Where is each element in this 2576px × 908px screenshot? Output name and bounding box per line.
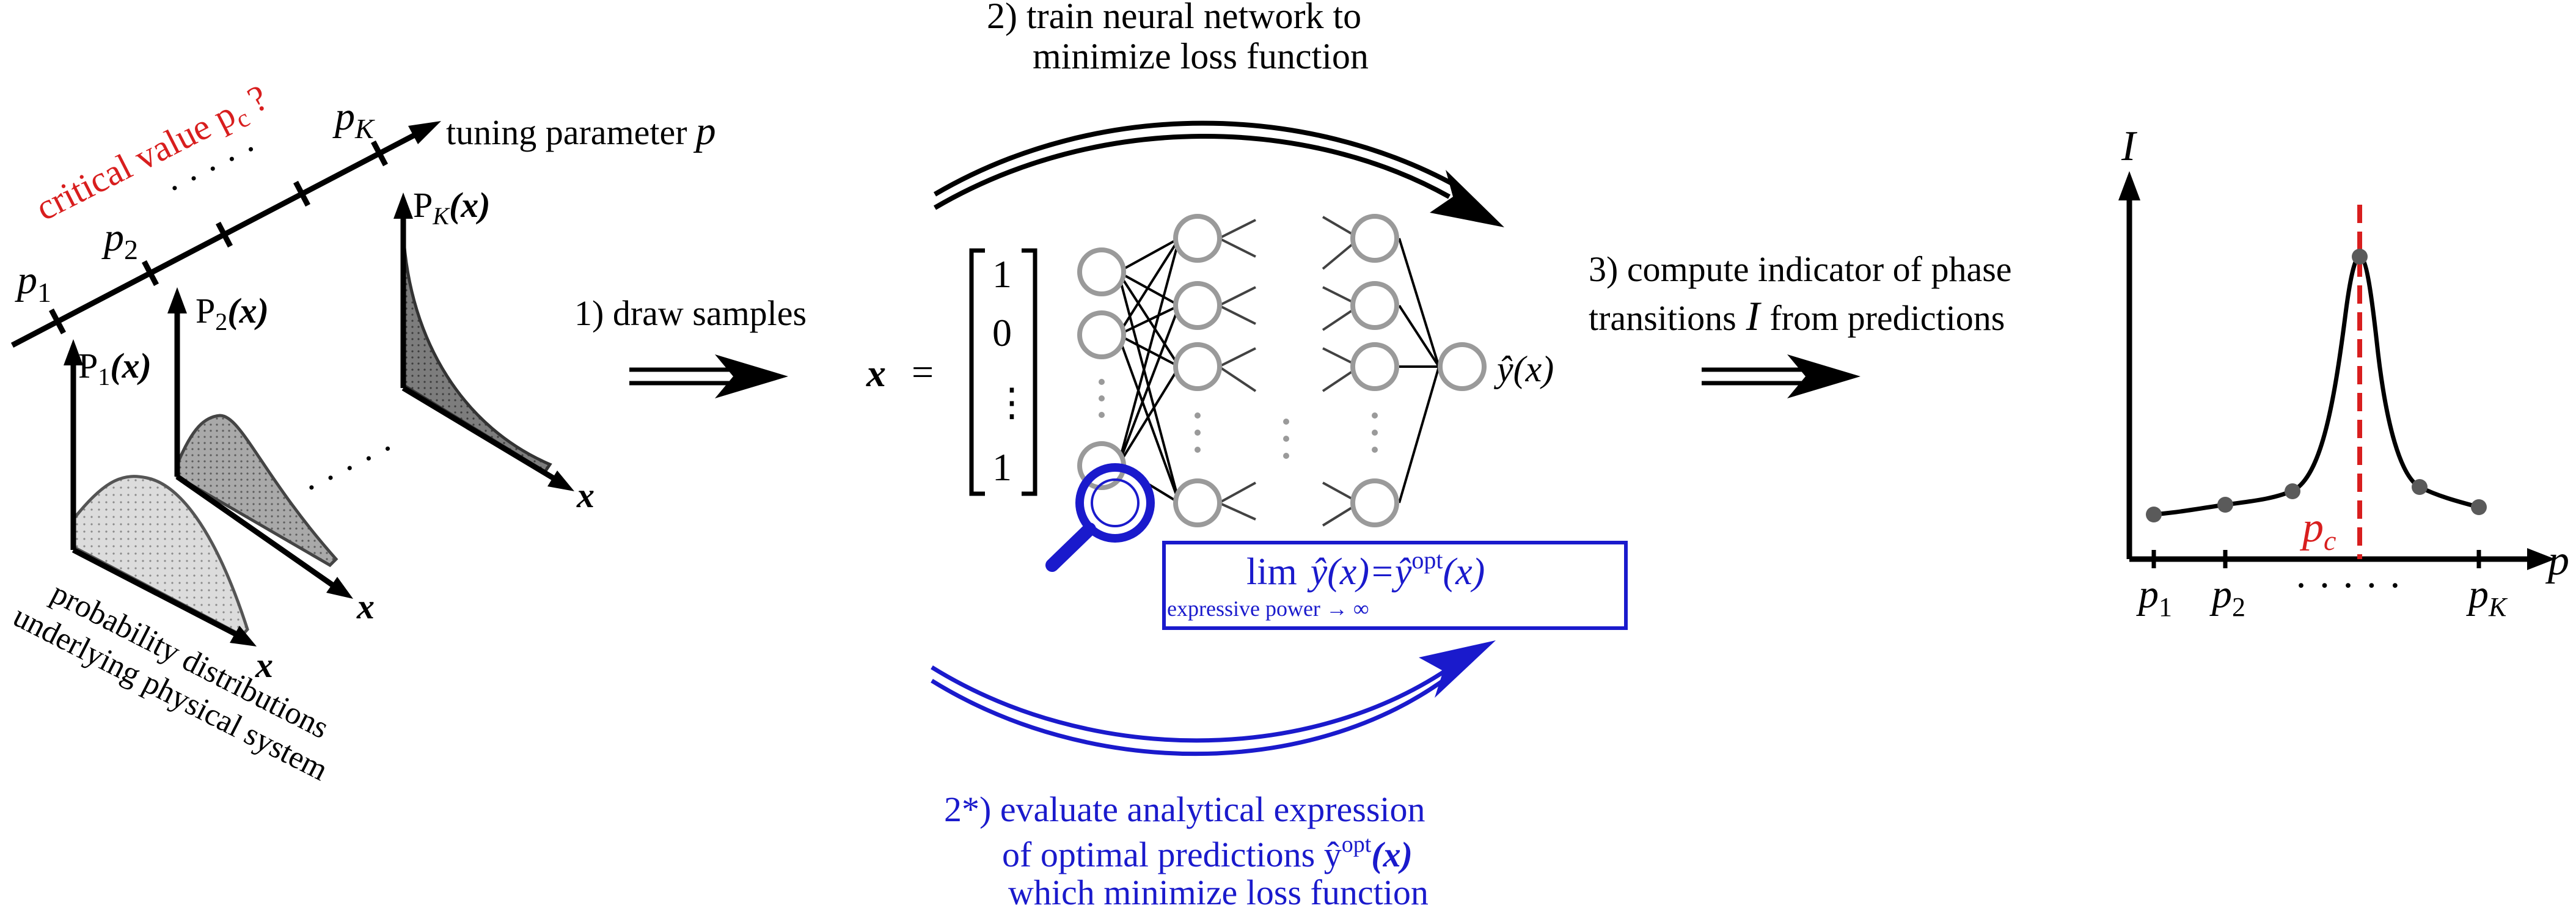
hidden-layer-2: [1350, 214, 1399, 527]
step-1-arrow: [629, 354, 788, 398]
critical-label: pc: [2299, 504, 2336, 556]
step-2-star-arc-arrow: [931, 640, 1496, 756]
limit-box: lim ŷ(x)=ŷopt(x) expressive power → ∞: [1162, 541, 1628, 630]
neuron: [1350, 478, 1399, 527]
data-point: [2471, 499, 2487, 515]
input-layer: [1077, 247, 1126, 490]
limit-expression: lim ŷ(x)=ŷopt(x): [1246, 546, 1485, 593]
tuning-axis-arrowhead: [408, 121, 441, 144]
tick-label-p1: p1: [2136, 572, 2172, 622]
input-vector-equals: =: [912, 350, 934, 394]
hidden-layer-1-dots: [1195, 412, 1201, 453]
plot-x-axis-label: p: [2545, 537, 2569, 584]
neural-network: x = 1 0 ⋮ 1: [866, 214, 1628, 630]
neuron: [1350, 342, 1399, 391]
data-point: [2412, 479, 2428, 495]
limit-subscript: expressive power → ∞: [1167, 596, 1369, 621]
data-point: [2146, 507, 2162, 522]
data-point: [2217, 497, 2233, 513]
step-1: 1) draw samples: [574, 293, 807, 398]
p1-axis-label: p1: [15, 258, 51, 308]
distribution-1-fill: [71, 475, 249, 638]
hidden-layer-mid-dots: [1283, 419, 1289, 459]
tick-label-pK: pK: [2466, 572, 2508, 622]
distribution-K-x-label: x: [576, 475, 595, 515]
output-label: ŷ(x): [1493, 349, 1554, 389]
neuron: [1173, 478, 1222, 527]
network-connections: [1117, 237, 1440, 504]
tuning-parameter-label: tuning parameter p: [446, 109, 716, 153]
step-2-line-2: minimize loss function: [1033, 36, 1369, 76]
data-point: [2285, 483, 2300, 499]
indicator-curve: [2153, 254, 2479, 517]
indicator-plot: I p p1 p2 · · · · · pK pc: [2118, 123, 2569, 622]
neuron: [1173, 214, 1222, 263]
neuron: [1077, 247, 1126, 296]
p2-axis-label: p2: [101, 215, 138, 265]
data-point: [2352, 249, 2368, 265]
step-2: 2) train neural network to minimize loss…: [933, 0, 1504, 227]
plot-y-axis-label: I: [2121, 123, 2138, 170]
distribution-K-label: PK(x): [413, 185, 491, 230]
distribution-2-x-label: x: [356, 587, 375, 626]
distribution-2-label: P2(x): [196, 291, 269, 335]
input-layer-dots: [1099, 379, 1105, 418]
step-3-arrow: [1702, 354, 1861, 398]
hidden-connections: [1218, 216, 1361, 527]
vector-entry-2: 0: [992, 311, 1012, 354]
magnifier-icon: [1045, 463, 1155, 572]
tuning-axis: [10, 129, 423, 348]
neuron: [1350, 281, 1399, 330]
distribution-2-x-axis: [175, 474, 337, 589]
step-2-star: 2*) evaluate analytical expression of op…: [931, 640, 1496, 908]
step-3-line-1: 3) compute indicator of phase: [1589, 249, 2012, 289]
distribution-K-x-axis: [401, 386, 558, 482]
indicator-points: [2146, 249, 2487, 522]
plot-ticks: [2151, 550, 2481, 568]
distribution-2-fill: [175, 414, 338, 568]
step-2-star-line-2: of optimal predictions ŷopt(x): [1002, 832, 1413, 874]
vector-entry-3: ⋮: [992, 381, 1031, 424]
tuning-axis-ticks: [49, 140, 388, 335]
distribution-K-fill: [401, 232, 552, 474]
step-1-label: 1) draw samples: [574, 293, 807, 333]
distribution-1-x-label: x: [255, 645, 273, 685]
neuron: [1350, 214, 1399, 263]
hidden-layer-1: [1173, 214, 1222, 527]
distribution-K: PK(x) x: [393, 185, 595, 515]
pK-axis-label: pK: [332, 94, 375, 144]
step-2-arc-arrow: [933, 120, 1504, 227]
distributions-between-dots: · · · · ·: [297, 428, 402, 508]
output-neuron: [1438, 342, 1487, 391]
input-vector-var: x: [866, 351, 886, 395]
vector-entry-4: 1: [992, 445, 1012, 489]
distribution-1: P1(x) x: [64, 339, 273, 685]
step-3: 3) compute indicator of phase transition…: [1589, 249, 2012, 398]
left-panel: p1 p2 pK · · · · · critical value pc? tu…: [8, 77, 716, 788]
tick-label-p2: p2: [2209, 572, 2245, 622]
neuron: [1173, 342, 1222, 391]
distribution-2: P2(x) x: [167, 287, 375, 626]
step-2-line-1: 2) train neural network to: [987, 0, 1361, 36]
neuron: [1173, 281, 1222, 330]
distribution-1-label: P1(x): [78, 346, 152, 390]
step-2-star-line-3: which minimize loss function: [1008, 873, 1429, 908]
vector-entry-1: 1: [992, 252, 1012, 296]
step-2-star-line-1: 2*) evaluate analytical expression: [944, 789, 1425, 829]
vector-brackets: [969, 248, 1037, 496]
distribution-1-x-axis: [71, 547, 240, 638]
neuron: [1077, 310, 1126, 359]
tick-label-dots: · · · · ·: [2294, 563, 2402, 608]
hidden-layer-2-dots: [1372, 412, 1378, 453]
